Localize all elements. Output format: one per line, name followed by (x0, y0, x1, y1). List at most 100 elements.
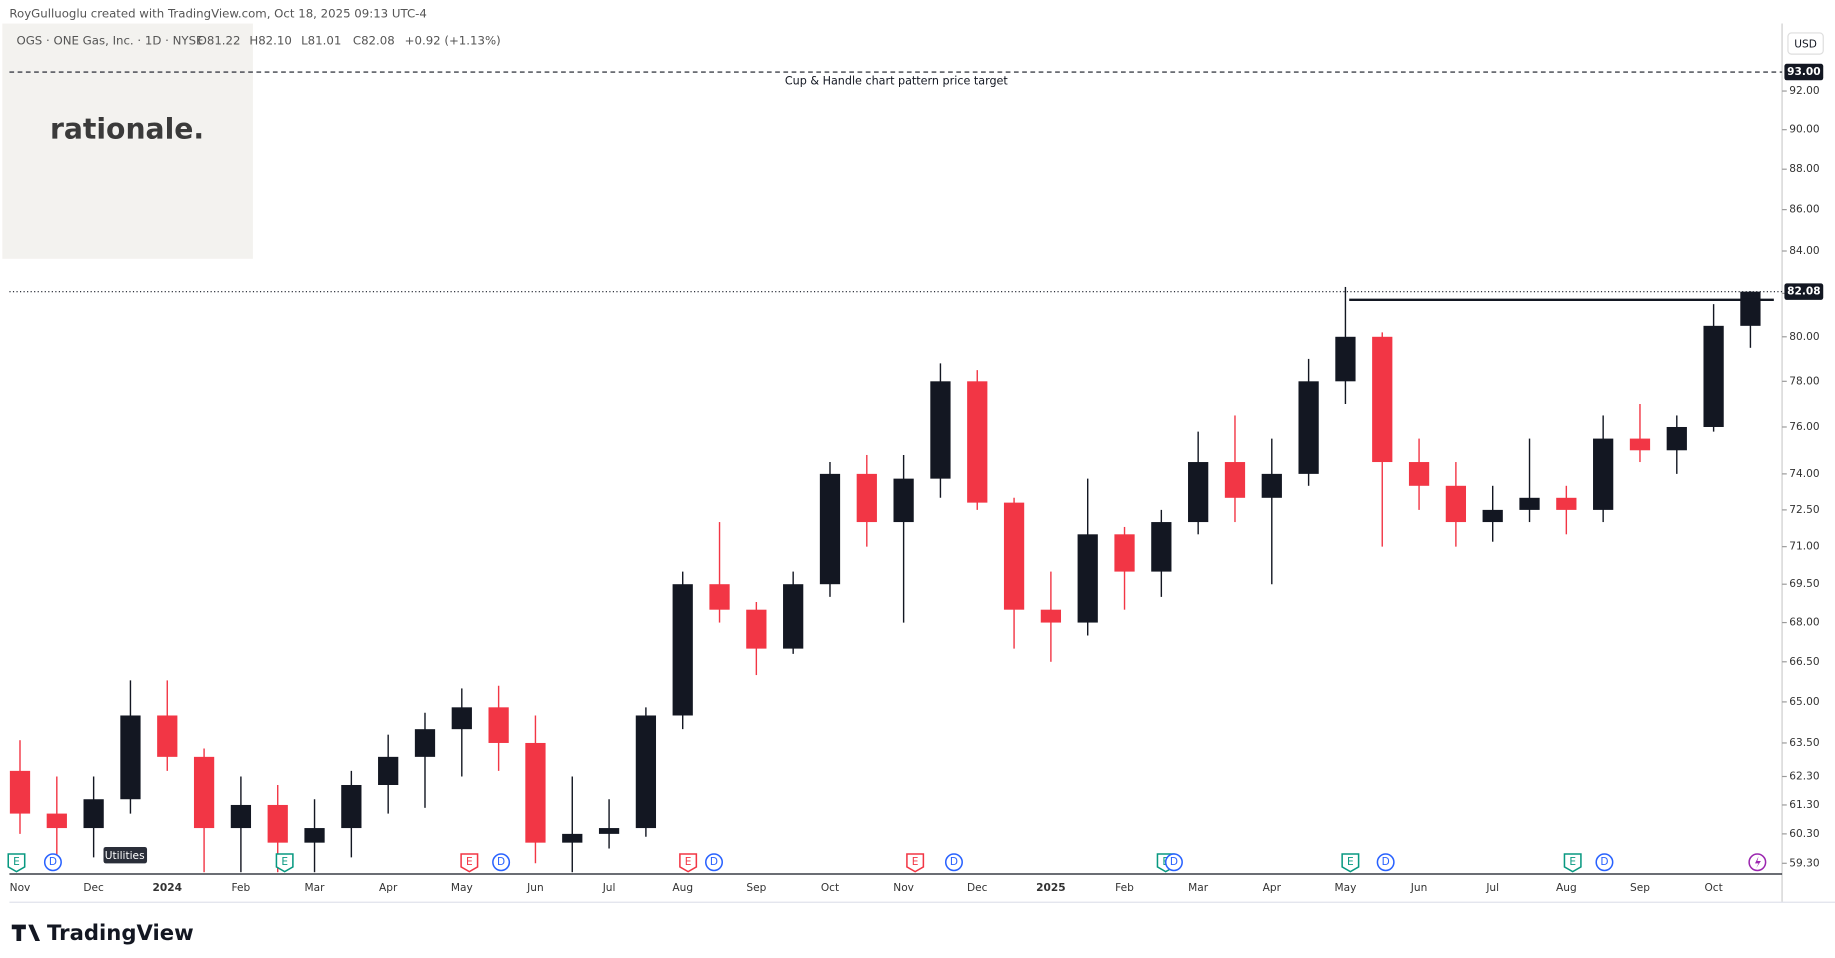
target-text: Cup & Handle chart pattern price target (785, 74, 1009, 87)
candle-body (341, 784, 362, 829)
x-tick-label: Dec (967, 882, 988, 894)
event-marker (7, 853, 26, 873)
candle-body (1519, 497, 1540, 510)
event-label: D (1382, 856, 1390, 868)
event-marker (1341, 853, 1360, 873)
x-tick-label: Jul (602, 882, 616, 894)
x-tick-label: Oct (1704, 882, 1722, 894)
candle-body (967, 381, 988, 503)
event-label: D (1170, 856, 1178, 868)
candle-body (1372, 336, 1393, 463)
y-tick-label: 69.50 (1789, 578, 1820, 590)
y-tick-label: 63.50 (1789, 737, 1820, 749)
x-tick-label: Nov (10, 882, 31, 894)
y-tick-label: 60.30 (1789, 828, 1820, 840)
x-tick-label: May (1334, 882, 1356, 894)
candle-body (414, 729, 436, 757)
candle-body (1188, 462, 1209, 523)
event-label: E (912, 856, 919, 868)
last-price-box (1784, 283, 1824, 300)
candle-body (1003, 502, 1025, 610)
x-tick-label: Aug (1556, 882, 1577, 894)
event-marker (275, 853, 294, 873)
candle-body (83, 799, 104, 829)
candle-body (562, 833, 583, 843)
candle-body (635, 715, 657, 829)
x-tick-label: Sep (746, 882, 766, 894)
y-tick-label: 88.00 (1789, 163, 1820, 175)
y-tick-label: 92.00 (1789, 85, 1820, 97)
candle-body (525, 742, 546, 843)
event-icon (1755, 856, 1761, 869)
candle-body (1556, 497, 1577, 510)
event-label: E (281, 856, 288, 868)
event-label: E (13, 856, 20, 868)
symbol: OGS · ONE Gas, Inc. · 1D · NYSE (16, 34, 203, 48)
event-marker (705, 853, 724, 872)
event-marker (1563, 853, 1582, 873)
target-price-box (1784, 63, 1824, 81)
candle-body (267, 804, 288, 843)
candle-body (1593, 438, 1614, 510)
candle-body (1224, 462, 1246, 498)
y-tick-label: 80.00 (1789, 331, 1820, 343)
candle-body (1040, 609, 1062, 623)
y-tick-label: 61.30 (1789, 799, 1820, 811)
candle-body (230, 804, 252, 829)
y-tick-label: 90.00 (1789, 124, 1820, 136)
target-price-label: 93.00 (1787, 66, 1820, 78)
candle-body (1740, 291, 1761, 326)
candle-body (598, 828, 620, 834)
event-label: D (49, 856, 57, 868)
x-tick-label: 2025 (1036, 882, 1065, 894)
currency-box (1787, 32, 1824, 55)
event-marker (492, 853, 511, 872)
candle-body (1335, 336, 1356, 382)
event-marker (1376, 853, 1395, 872)
candle-body (893, 478, 914, 523)
y-tick-label: 72.50 (1789, 504, 1820, 516)
currency: USD (1794, 39, 1817, 51)
candle-body (46, 813, 67, 829)
event-marker (944, 853, 963, 872)
y-tick-label: 86.00 (1789, 204, 1820, 216)
candle-body (488, 707, 509, 743)
x-tick-label: Aug (672, 882, 693, 894)
event-label: D (710, 856, 718, 868)
logo: rationale. (50, 113, 204, 146)
brand: TradingView (47, 920, 194, 945)
credit: RoyGulluoglu created with TradingView.co… (9, 7, 426, 21)
event-label: E (1569, 856, 1576, 868)
x-tick-label: May (451, 882, 473, 894)
candle-body (930, 381, 951, 479)
candle-body (1445, 485, 1467, 523)
ohlc-value: H82.10 (249, 34, 291, 48)
candle-body (1077, 534, 1098, 623)
x-tick-label: Feb (1115, 882, 1134, 894)
y-tick-label: 59.30 (1789, 857, 1820, 869)
candle-body (1151, 522, 1172, 572)
x-tick-label: Oct (821, 882, 839, 894)
candle-body (120, 715, 141, 800)
candle-body (1114, 534, 1135, 572)
y-tick-label: 84.00 (1789, 245, 1820, 257)
y-tick-label: 65.00 (1789, 696, 1820, 708)
x-tick-label: Apr (379, 882, 398, 894)
x-tick-label: Feb (232, 882, 251, 894)
x-tick-label: Nov (893, 882, 914, 894)
event-label: D (1600, 856, 1608, 868)
event-label: E (466, 856, 473, 868)
x-tick-label: Mar (1188, 882, 1209, 894)
ohlc: O81.22 H82.10 L81.01 C82.08 +0.92 (+1.13%) (198, 34, 501, 48)
event-label: D (497, 856, 505, 868)
y-tick-label: 68.00 (1789, 617, 1820, 629)
x-tick-label: Dec (83, 882, 104, 894)
candle-body (1629, 438, 1651, 451)
candle-body (304, 828, 325, 843)
candle-body (819, 473, 841, 585)
candle-body (9, 770, 31, 814)
candle-body (1298, 381, 1319, 474)
event-label: D (950, 856, 958, 868)
ohlc-value: L81.01 (301, 34, 341, 48)
y-tick-label: 76.00 (1789, 421, 1820, 433)
